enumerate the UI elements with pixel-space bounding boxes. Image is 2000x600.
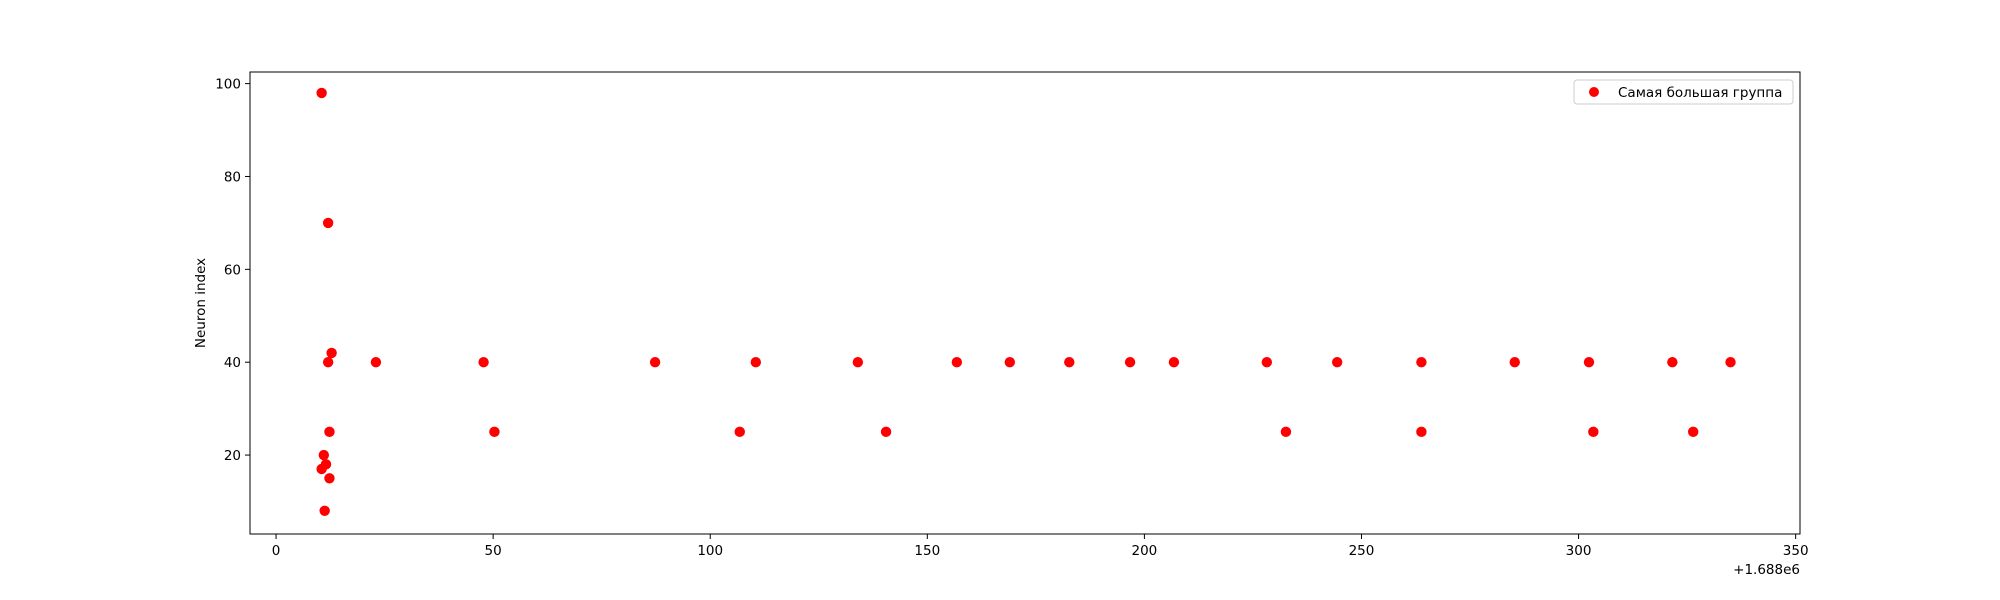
x-tick-label: 250 xyxy=(1349,543,1375,559)
data-point xyxy=(478,357,489,368)
data-point xyxy=(316,87,327,99)
data-point xyxy=(1004,357,1016,368)
data-point xyxy=(852,357,864,368)
x-tick-label: 350 xyxy=(1783,543,1809,559)
data-point xyxy=(880,426,892,438)
x-tick-label: 50 xyxy=(485,543,502,559)
y-tick-label: 20 xyxy=(224,448,241,464)
data-point xyxy=(1124,357,1136,368)
data-point xyxy=(316,463,327,475)
data-point xyxy=(324,426,335,438)
data-point xyxy=(649,357,661,368)
x-tick-label: 300 xyxy=(1566,543,1592,559)
data-point xyxy=(1509,357,1520,368)
data-point xyxy=(1583,357,1595,368)
x-tick-label: 150 xyxy=(914,543,940,559)
y-tick-label: 80 xyxy=(224,169,241,185)
data-points xyxy=(316,87,1736,516)
y-tick-label: 100 xyxy=(215,77,241,93)
data-point xyxy=(370,357,382,368)
data-point xyxy=(322,357,334,368)
legend-box xyxy=(1573,79,1794,105)
data-point xyxy=(322,217,334,229)
data-point xyxy=(324,473,335,484)
data-point xyxy=(1725,357,1736,368)
data-point xyxy=(1168,357,1180,368)
data-point xyxy=(489,426,500,438)
data-point xyxy=(734,426,745,438)
x-axis-ticks: 0 50 100 150 200 250 300 350 xyxy=(272,534,1809,559)
y-axis-label: Neuron index xyxy=(193,258,209,348)
x-tick-label: 200 xyxy=(1132,543,1158,559)
data-point xyxy=(1416,426,1427,438)
data-point xyxy=(319,505,330,516)
legend: Самая большая группа xyxy=(1573,79,1794,105)
data-point xyxy=(951,357,963,368)
x-tick-label: 100 xyxy=(697,543,723,559)
data-point xyxy=(326,347,337,359)
data-point xyxy=(1667,357,1678,368)
plot-frame xyxy=(249,71,1801,535)
data-point xyxy=(318,449,330,461)
y-axis-ticks: 20 40 60 80 100 xyxy=(215,77,250,464)
data-point xyxy=(1261,357,1273,368)
x-tick-label: 0 xyxy=(272,543,281,559)
y-tick-label: 60 xyxy=(224,262,241,278)
legend-label: Самая большая группа xyxy=(1618,85,1782,101)
data-point xyxy=(1064,357,1075,368)
data-point xyxy=(1331,357,1343,368)
data-point xyxy=(1280,426,1292,438)
data-point xyxy=(1588,426,1599,438)
data-point xyxy=(750,357,762,368)
y-tick-label: 40 xyxy=(224,355,241,371)
data-point xyxy=(1687,426,1699,438)
data-point xyxy=(1416,357,1427,368)
legend-marker xyxy=(1589,87,1599,97)
x-axis-offset-label: +1.688e6 xyxy=(1733,562,1800,578)
